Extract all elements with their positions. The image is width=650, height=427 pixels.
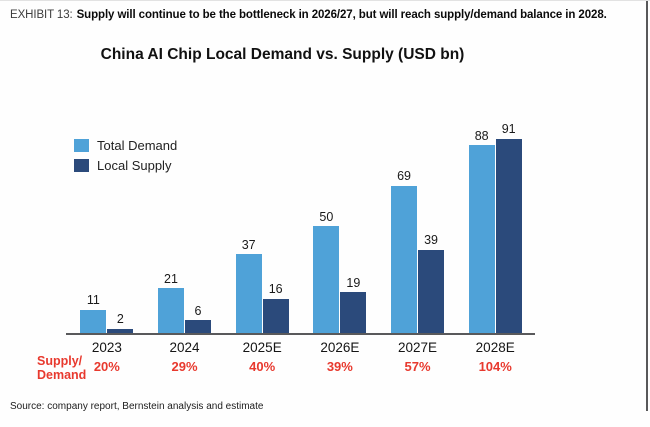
bar-value-label: 37 (241, 237, 256, 252)
x-axis-line (66, 333, 535, 335)
bar-group: 11 2 (68, 294, 146, 333)
source-note: Source: company report, Bernstein analys… (10, 401, 264, 412)
chart-title: China AI Chip Local Demand vs. Supply (U… (100, 46, 465, 63)
supply-demand-ratio-value: 39% (326, 359, 353, 374)
exhibit-header: EXHIBIT 13: Supply will continue to be th… (10, 9, 607, 21)
supply-demand-ratio-row: 20% 29% 40% 39% 57% 104% (68, 359, 534, 374)
bar-value-label: 39 (424, 233, 438, 248)
bar (185, 320, 211, 333)
bar-column: 11 (80, 293, 107, 333)
supply-demand-row-label-line1: Supply/ (37, 354, 83, 368)
bar-column: 39 (418, 233, 445, 333)
bar-group: 50 19 (301, 211, 379, 333)
exhibit-number-label: EXHIBIT 13: (10, 9, 73, 21)
legend-label: Local Supply (97, 158, 172, 173)
bar (235, 254, 262, 333)
x-axis-tick-label: 2023 (91, 340, 122, 355)
bar (391, 185, 418, 333)
x-axis-tick-label: 2026E (320, 340, 360, 355)
bar-plot-area: 11 2 21 6 37 16 50 19 69 39 88 91 (68, 116, 534, 333)
supply-demand-ratio-value: 57% (404, 359, 431, 374)
legend-swatch (74, 139, 89, 152)
bar-value-label: 21 (164, 271, 178, 286)
x-axis-tick-label: 2028E (475, 340, 515, 355)
bar (80, 309, 107, 333)
supply-demand-row-label: Supply/ Demand (37, 354, 86, 383)
bar-value-label: 11 (86, 293, 100, 308)
bar-group: 88 91 (456, 123, 534, 333)
bar-value-label: 19 (346, 275, 361, 290)
x-axis-tick-label: 2025E (242, 340, 282, 355)
bar-group: 21 6 (146, 273, 224, 333)
x-axis-tick-label: 2024 (169, 340, 200, 355)
bar (418, 249, 445, 333)
supply-demand-ratio-value: 29% (171, 359, 198, 374)
bar-value-label: 6 (194, 303, 202, 318)
page-edge-rule (646, 1, 648, 411)
bar-column: 19 (340, 275, 367, 333)
bar (495, 138, 522, 333)
x-axis-category-row: 2023 2024 2025E 2026E 2027E 2028E (68, 340, 534, 355)
bar-column: 91 (495, 122, 522, 333)
legend-item: Local Supply (74, 158, 177, 173)
exhibit-title: Supply will continue to be the bottlenec… (76, 9, 607, 21)
bar-value-label: 16 (268, 282, 283, 297)
bar-column: 2 (107, 312, 134, 333)
legend-swatch (74, 159, 89, 172)
supply-demand-row-label-line2: Demand (37, 368, 87, 383)
bar (468, 145, 495, 333)
bar (262, 298, 289, 333)
chart-legend: Total Demand Local Supply (74, 138, 177, 178)
bar-value-label: 91 (501, 122, 516, 137)
bar-column: 50 (313, 209, 340, 333)
bar-column: 37 (235, 237, 262, 333)
supply-demand-ratio-value: 104% (478, 359, 512, 374)
legend-item: Total Demand (74, 138, 177, 153)
bar-value-label: 50 (319, 209, 334, 224)
bar-value-label: 69 (397, 169, 411, 184)
bar (313, 226, 340, 333)
bar-value-label: 88 (474, 128, 489, 143)
supply-demand-ratio-value: 40% (249, 359, 276, 374)
bar-column: 69 (391, 169, 418, 333)
bar (158, 288, 184, 333)
bar-value-label: 2 (116, 312, 124, 327)
bar-group: 37 16 (223, 239, 301, 333)
legend-label: Total Demand (97, 138, 178, 153)
bar (107, 328, 134, 333)
bar-column: 88 (468, 128, 495, 333)
bar-column: 21 (158, 273, 184, 333)
bar-column: 16 (262, 282, 289, 333)
x-axis-tick-label: 2027E (398, 340, 438, 355)
bar (340, 292, 367, 333)
supply-demand-ratio-value: 20% (93, 359, 120, 374)
bar-group: 69 39 (379, 170, 457, 333)
bar-column: 6 (185, 305, 211, 333)
